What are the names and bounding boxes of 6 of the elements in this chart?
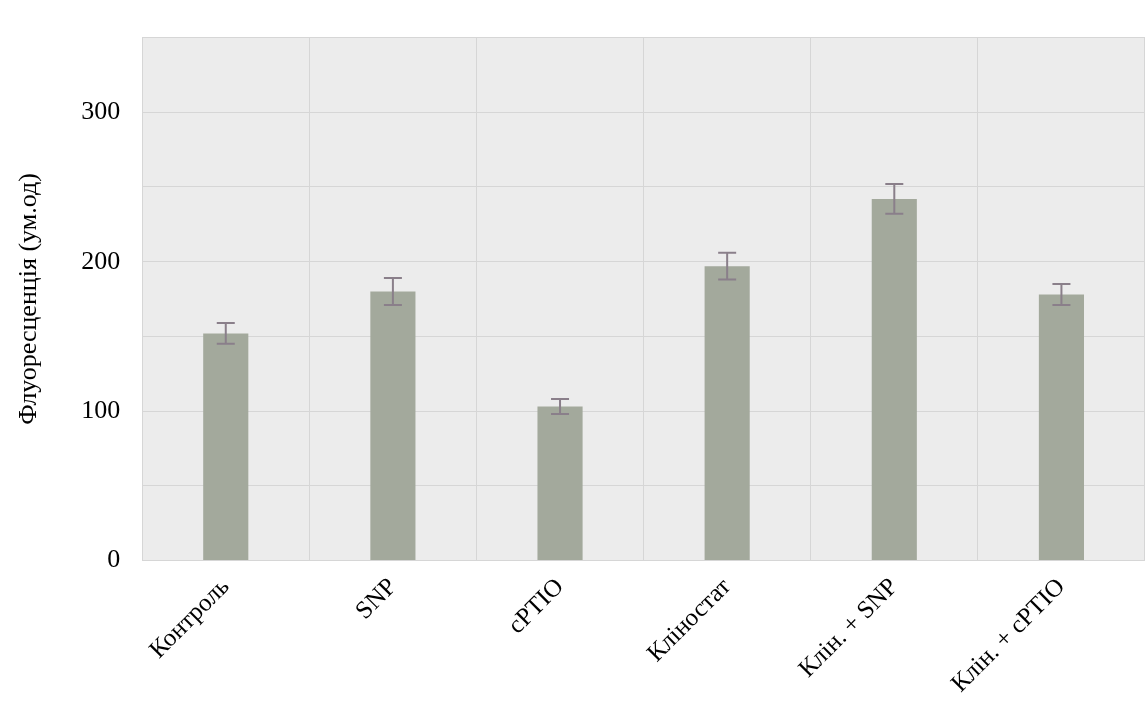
x-tick-label: SNP [349,572,402,624]
y-tick-label: 200 [81,245,121,275]
y-tick-label: 300 [81,96,121,126]
y-axis-title: Флуоресценція (ум.од) [13,173,43,425]
y-tick-label: 0 [107,544,121,574]
y-tick-label: 100 [81,394,121,424]
